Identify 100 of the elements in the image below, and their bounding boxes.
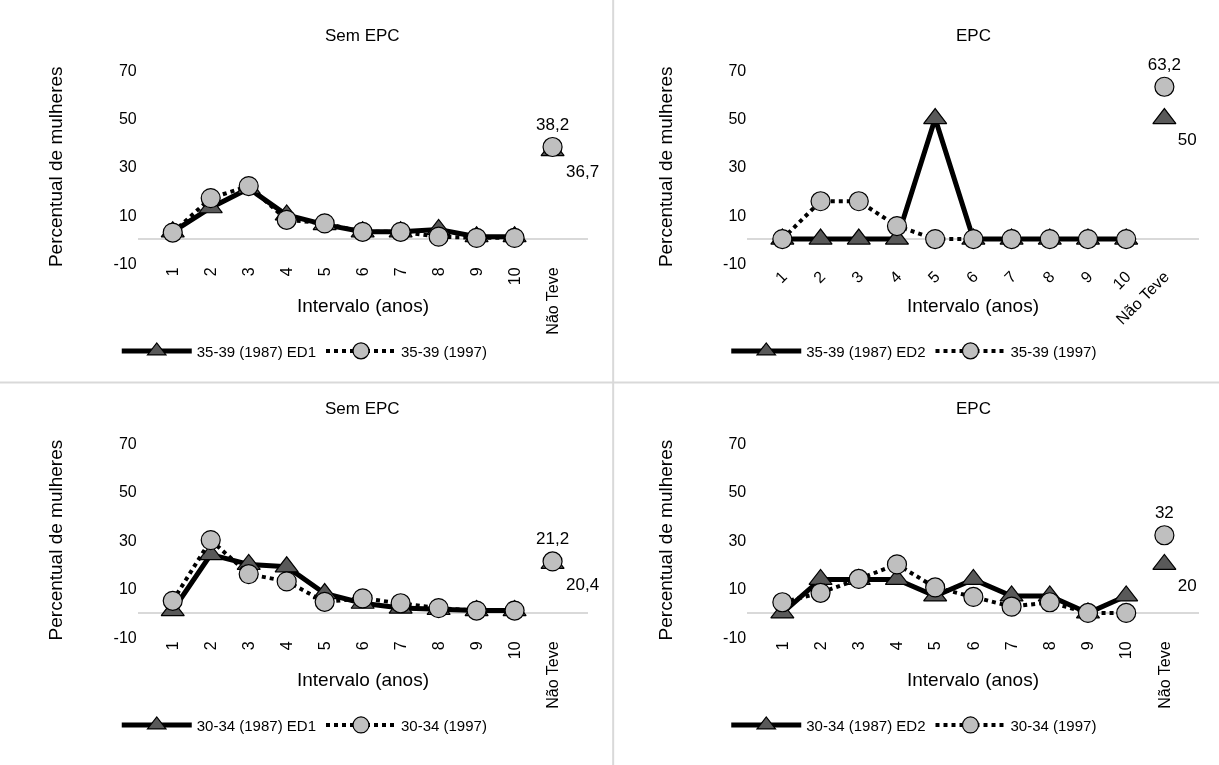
y-tick-label: 30 [118, 158, 137, 176]
point [428, 598, 449, 619]
y-tick-label: 30 [118, 531, 137, 549]
legend-label: 35-39 (1997) [1010, 342, 1097, 360]
point [390, 221, 411, 242]
x-tick-label: Não Teve [543, 641, 561, 709]
x-tick-label: 10 [505, 267, 523, 286]
x-tick-label: 8 [1040, 641, 1058, 651]
y-tick-label: 50 [728, 110, 747, 128]
point [772, 228, 793, 250]
chart-title: EPC [956, 26, 991, 45]
y-tick-label: 30 [728, 158, 747, 176]
legend-label: 30-34 (1987) ED1 [196, 716, 316, 734]
x-tick-label: 4 [277, 267, 295, 277]
y-tick-label: 50 [118, 110, 137, 128]
y-tick-label: 70 [728, 61, 747, 79]
point [1001, 228, 1022, 250]
legend-label: 35-39 (1987) ED2 [806, 342, 926, 360]
point [504, 227, 525, 248]
y-tick-label: -10 [113, 254, 137, 272]
chart-title: EPC [956, 399, 991, 418]
point [963, 228, 984, 250]
x-tick-label: 9 [1079, 641, 1097, 651]
legend-label: 30-34 (1997) [1010, 716, 1097, 734]
y-tick-label: -10 [723, 628, 747, 646]
x-tick-label: 5 [926, 641, 944, 651]
x-axis-title: Intervalo (anos) [297, 295, 430, 316]
legend-label: 30-34 (1987) ED2 [806, 716, 926, 734]
point [466, 227, 487, 248]
x-tick-label: 4 [277, 641, 295, 651]
point [1077, 228, 1099, 250]
x-tick-label: 9 [1077, 267, 1096, 287]
x-tick-label: 3 [849, 641, 867, 651]
point [504, 600, 525, 621]
x-tick-label: 10 [1109, 267, 1135, 293]
y-axis-title: Percentual de mulheres [654, 66, 676, 268]
x-tick-label: 6 [353, 641, 371, 651]
x-tick-label: 8 [1039, 267, 1058, 287]
x-axis-title: Intervalo (anos) [907, 295, 1040, 316]
x-tick-label: 4 [886, 267, 905, 287]
legend-label: 35-39 (1997) [401, 342, 487, 360]
data-label: 38,2 [536, 114, 570, 134]
x-tick-label: 7 [391, 641, 409, 651]
data-label: 21,2 [536, 529, 570, 549]
x-tick-label: 10 [1117, 641, 1135, 660]
data-label: 63,2 [1147, 54, 1181, 74]
x-tick-label: 1 [773, 641, 791, 651]
point [162, 222, 183, 243]
x-tick-label: 7 [1002, 641, 1020, 651]
y-tick-label: 10 [118, 580, 137, 598]
x-tick-label: 5 [924, 267, 944, 287]
point [238, 564, 259, 585]
point [162, 590, 183, 611]
y-axis-title: Percentual de mulheres [45, 66, 67, 268]
x-tick-label: 9 [467, 641, 485, 651]
point [200, 188, 221, 209]
point [1039, 228, 1060, 250]
x-tick-label: 3 [848, 267, 867, 287]
x-tick-label: 1 [771, 267, 791, 287]
data-label: 32 [1154, 503, 1174, 523]
x-tick-label: 4 [888, 641, 906, 651]
x-tick-label: 6 [353, 267, 371, 277]
point [314, 591, 335, 612]
point [923, 107, 948, 125]
x-tick-label: 3 [239, 641, 257, 651]
x-tick-label: 2 [810, 267, 829, 287]
chart-title: Sem EPC [325, 399, 400, 418]
y-tick-label: 70 [118, 434, 137, 452]
data-label: 20 [1177, 575, 1197, 595]
y-tick-label: 70 [728, 434, 747, 452]
x-tick-label: 6 [962, 267, 982, 287]
x-tick-label: 1 [163, 267, 181, 277]
x-tick-label: 3 [239, 267, 257, 277]
point [810, 191, 831, 212]
x-axis-title: Intervalo (anos) [907, 669, 1040, 690]
x-tick-label: 1 [163, 641, 181, 651]
y-tick-label: -10 [723, 254, 747, 272]
y-tick-label: 10 [118, 206, 137, 224]
x-tick-label: Não Teve [543, 267, 561, 335]
point [428, 226, 449, 247]
legend-label: 35-39 (1987) ED1 [196, 342, 316, 360]
point [925, 228, 946, 250]
x-tick-label: 2 [811, 641, 829, 651]
point [466, 600, 487, 621]
y-tick-label: 10 [728, 206, 747, 224]
x-tick-label: 8 [429, 267, 447, 277]
y-tick-label: 50 [118, 483, 137, 501]
x-tick-label: 9 [467, 267, 485, 277]
x-tick-label: 7 [391, 267, 409, 277]
x-tick-label: 6 [964, 641, 982, 651]
point [352, 221, 373, 242]
point [276, 209, 297, 230]
y-axis-title: Percentual de mulheres [45, 439, 67, 641]
x-tick-label: 2 [201, 267, 219, 277]
point [200, 530, 221, 551]
y-tick-label: 10 [728, 580, 747, 598]
y-tick-label: -10 [113, 628, 137, 646]
x-tick-label: 10 [505, 641, 523, 660]
y-axis-title: Percentual de mulheres [654, 439, 676, 641]
point [1116, 228, 1137, 250]
